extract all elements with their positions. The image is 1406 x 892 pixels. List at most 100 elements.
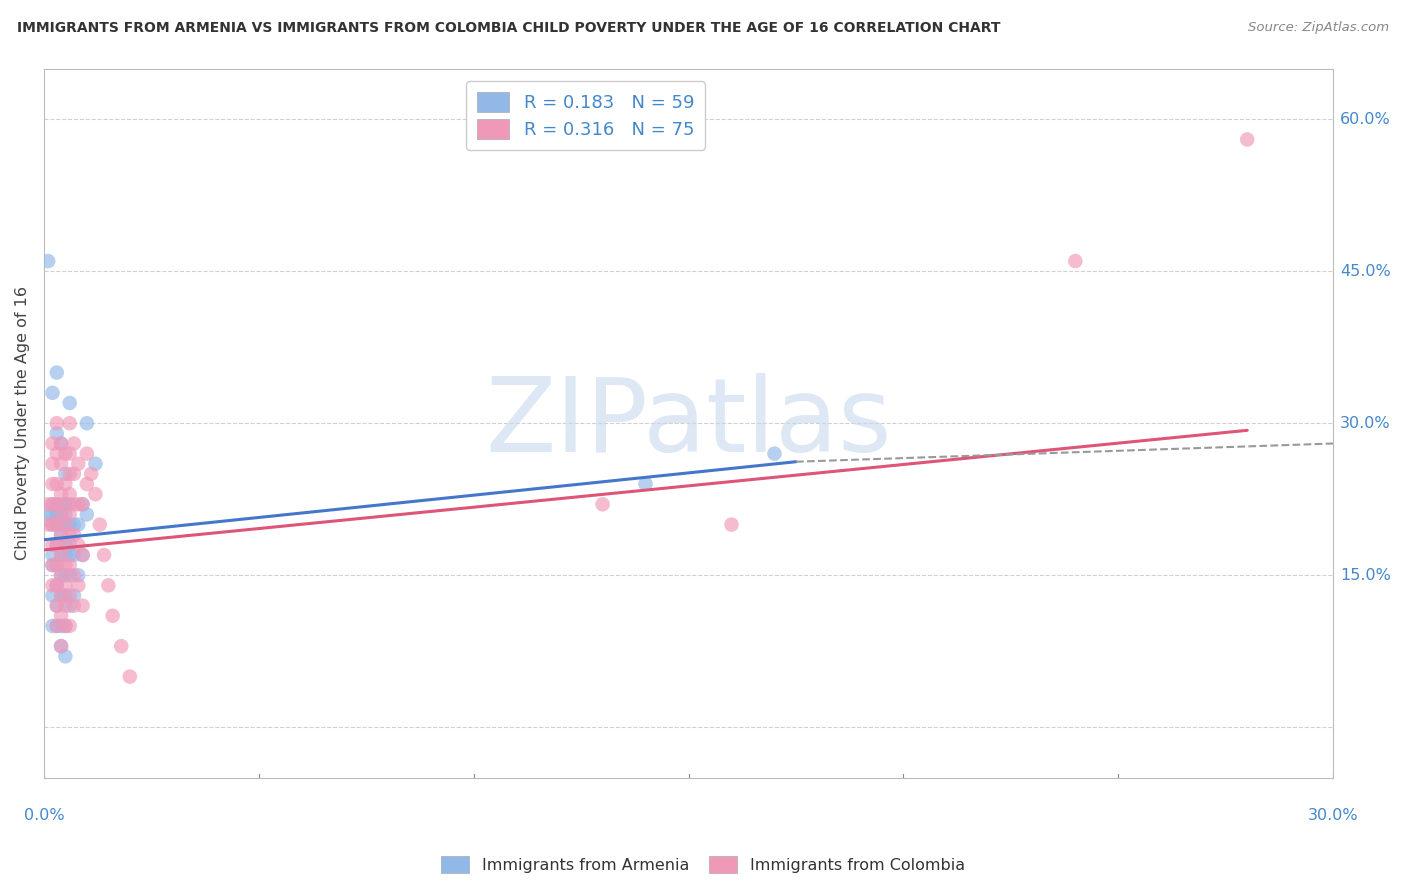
Point [67, 517, 90, 532]
Point [45, 578, 67, 592]
Point [101, 608, 124, 623]
Point [41, 517, 63, 532]
Text: 45.0%: 45.0% [1340, 264, 1391, 278]
Point [67, 578, 90, 592]
Point [53, 497, 76, 511]
Point [45, 477, 67, 491]
Point [59, 527, 82, 541]
Point [72, 599, 94, 613]
Point [763, 447, 786, 461]
Point [634, 477, 657, 491]
Point [59, 619, 82, 633]
Point [84, 487, 107, 501]
Point [49, 497, 72, 511]
Point [67, 538, 90, 552]
Point [37, 497, 59, 511]
Point [53, 538, 76, 552]
Point [45, 538, 67, 552]
Point [53, 578, 76, 592]
Point [59, 508, 82, 522]
Point [49, 517, 72, 532]
Point [49, 508, 72, 522]
Point [49, 639, 72, 653]
Point [93, 548, 115, 562]
Point [49, 568, 72, 582]
Text: 30.0%: 30.0% [1308, 808, 1358, 823]
Point [45, 599, 67, 613]
Point [53, 619, 76, 633]
Point [45, 517, 67, 532]
Point [49, 589, 72, 603]
Point [45, 447, 67, 461]
Point [37, 508, 59, 522]
Point [53, 649, 76, 664]
Point [53, 619, 76, 633]
Point [41, 436, 63, 450]
Point [45, 538, 67, 552]
Y-axis label: Child Poverty Under the Age of 16: Child Poverty Under the Age of 16 [15, 286, 30, 560]
Text: 60.0%: 60.0% [1340, 112, 1391, 127]
Point [53, 447, 76, 461]
Point [97, 578, 120, 592]
Point [592, 497, 614, 511]
Point [59, 558, 82, 573]
Point [49, 548, 72, 562]
Point [110, 639, 132, 653]
Point [45, 517, 67, 532]
Point [63, 599, 86, 613]
Point [59, 447, 82, 461]
Point [49, 508, 72, 522]
Point [49, 527, 72, 541]
Point [45, 558, 67, 573]
Point [118, 669, 141, 683]
Point [63, 589, 86, 603]
Point [72, 497, 94, 511]
Text: Source: ZipAtlas.com: Source: ZipAtlas.com [1249, 21, 1389, 34]
Point [59, 487, 82, 501]
Point [41, 589, 63, 603]
Point [53, 477, 76, 491]
Point [49, 639, 72, 653]
Point [49, 568, 72, 582]
Point [53, 538, 76, 552]
Point [1064, 254, 1087, 268]
Point [76, 447, 98, 461]
Point [45, 497, 67, 511]
Point [37, 517, 59, 532]
Point [59, 517, 82, 532]
Point [45, 619, 67, 633]
Point [49, 487, 72, 501]
Point [53, 548, 76, 562]
Point [37, 254, 59, 268]
Point [53, 589, 76, 603]
Point [45, 497, 67, 511]
Point [41, 538, 63, 552]
Point [53, 558, 76, 573]
Point [53, 517, 76, 532]
Text: 15.0%: 15.0% [1340, 567, 1391, 582]
Point [84, 457, 107, 471]
Point [59, 568, 82, 582]
Point [76, 416, 98, 430]
Point [1236, 132, 1258, 146]
Point [53, 508, 76, 522]
Point [49, 457, 72, 471]
Point [49, 608, 72, 623]
Point [59, 396, 82, 410]
Point [53, 568, 76, 582]
Point [59, 589, 82, 603]
Point [41, 508, 63, 522]
Point [80, 467, 103, 481]
Point [89, 517, 111, 532]
Point [59, 497, 82, 511]
Point [45, 366, 67, 380]
Point [41, 497, 63, 511]
Point [67, 497, 90, 511]
Point [63, 548, 86, 562]
Point [63, 517, 86, 532]
Point [45, 416, 67, 430]
Point [72, 548, 94, 562]
Text: 30.0%: 30.0% [1340, 416, 1391, 431]
Point [76, 477, 98, 491]
Point [49, 619, 72, 633]
